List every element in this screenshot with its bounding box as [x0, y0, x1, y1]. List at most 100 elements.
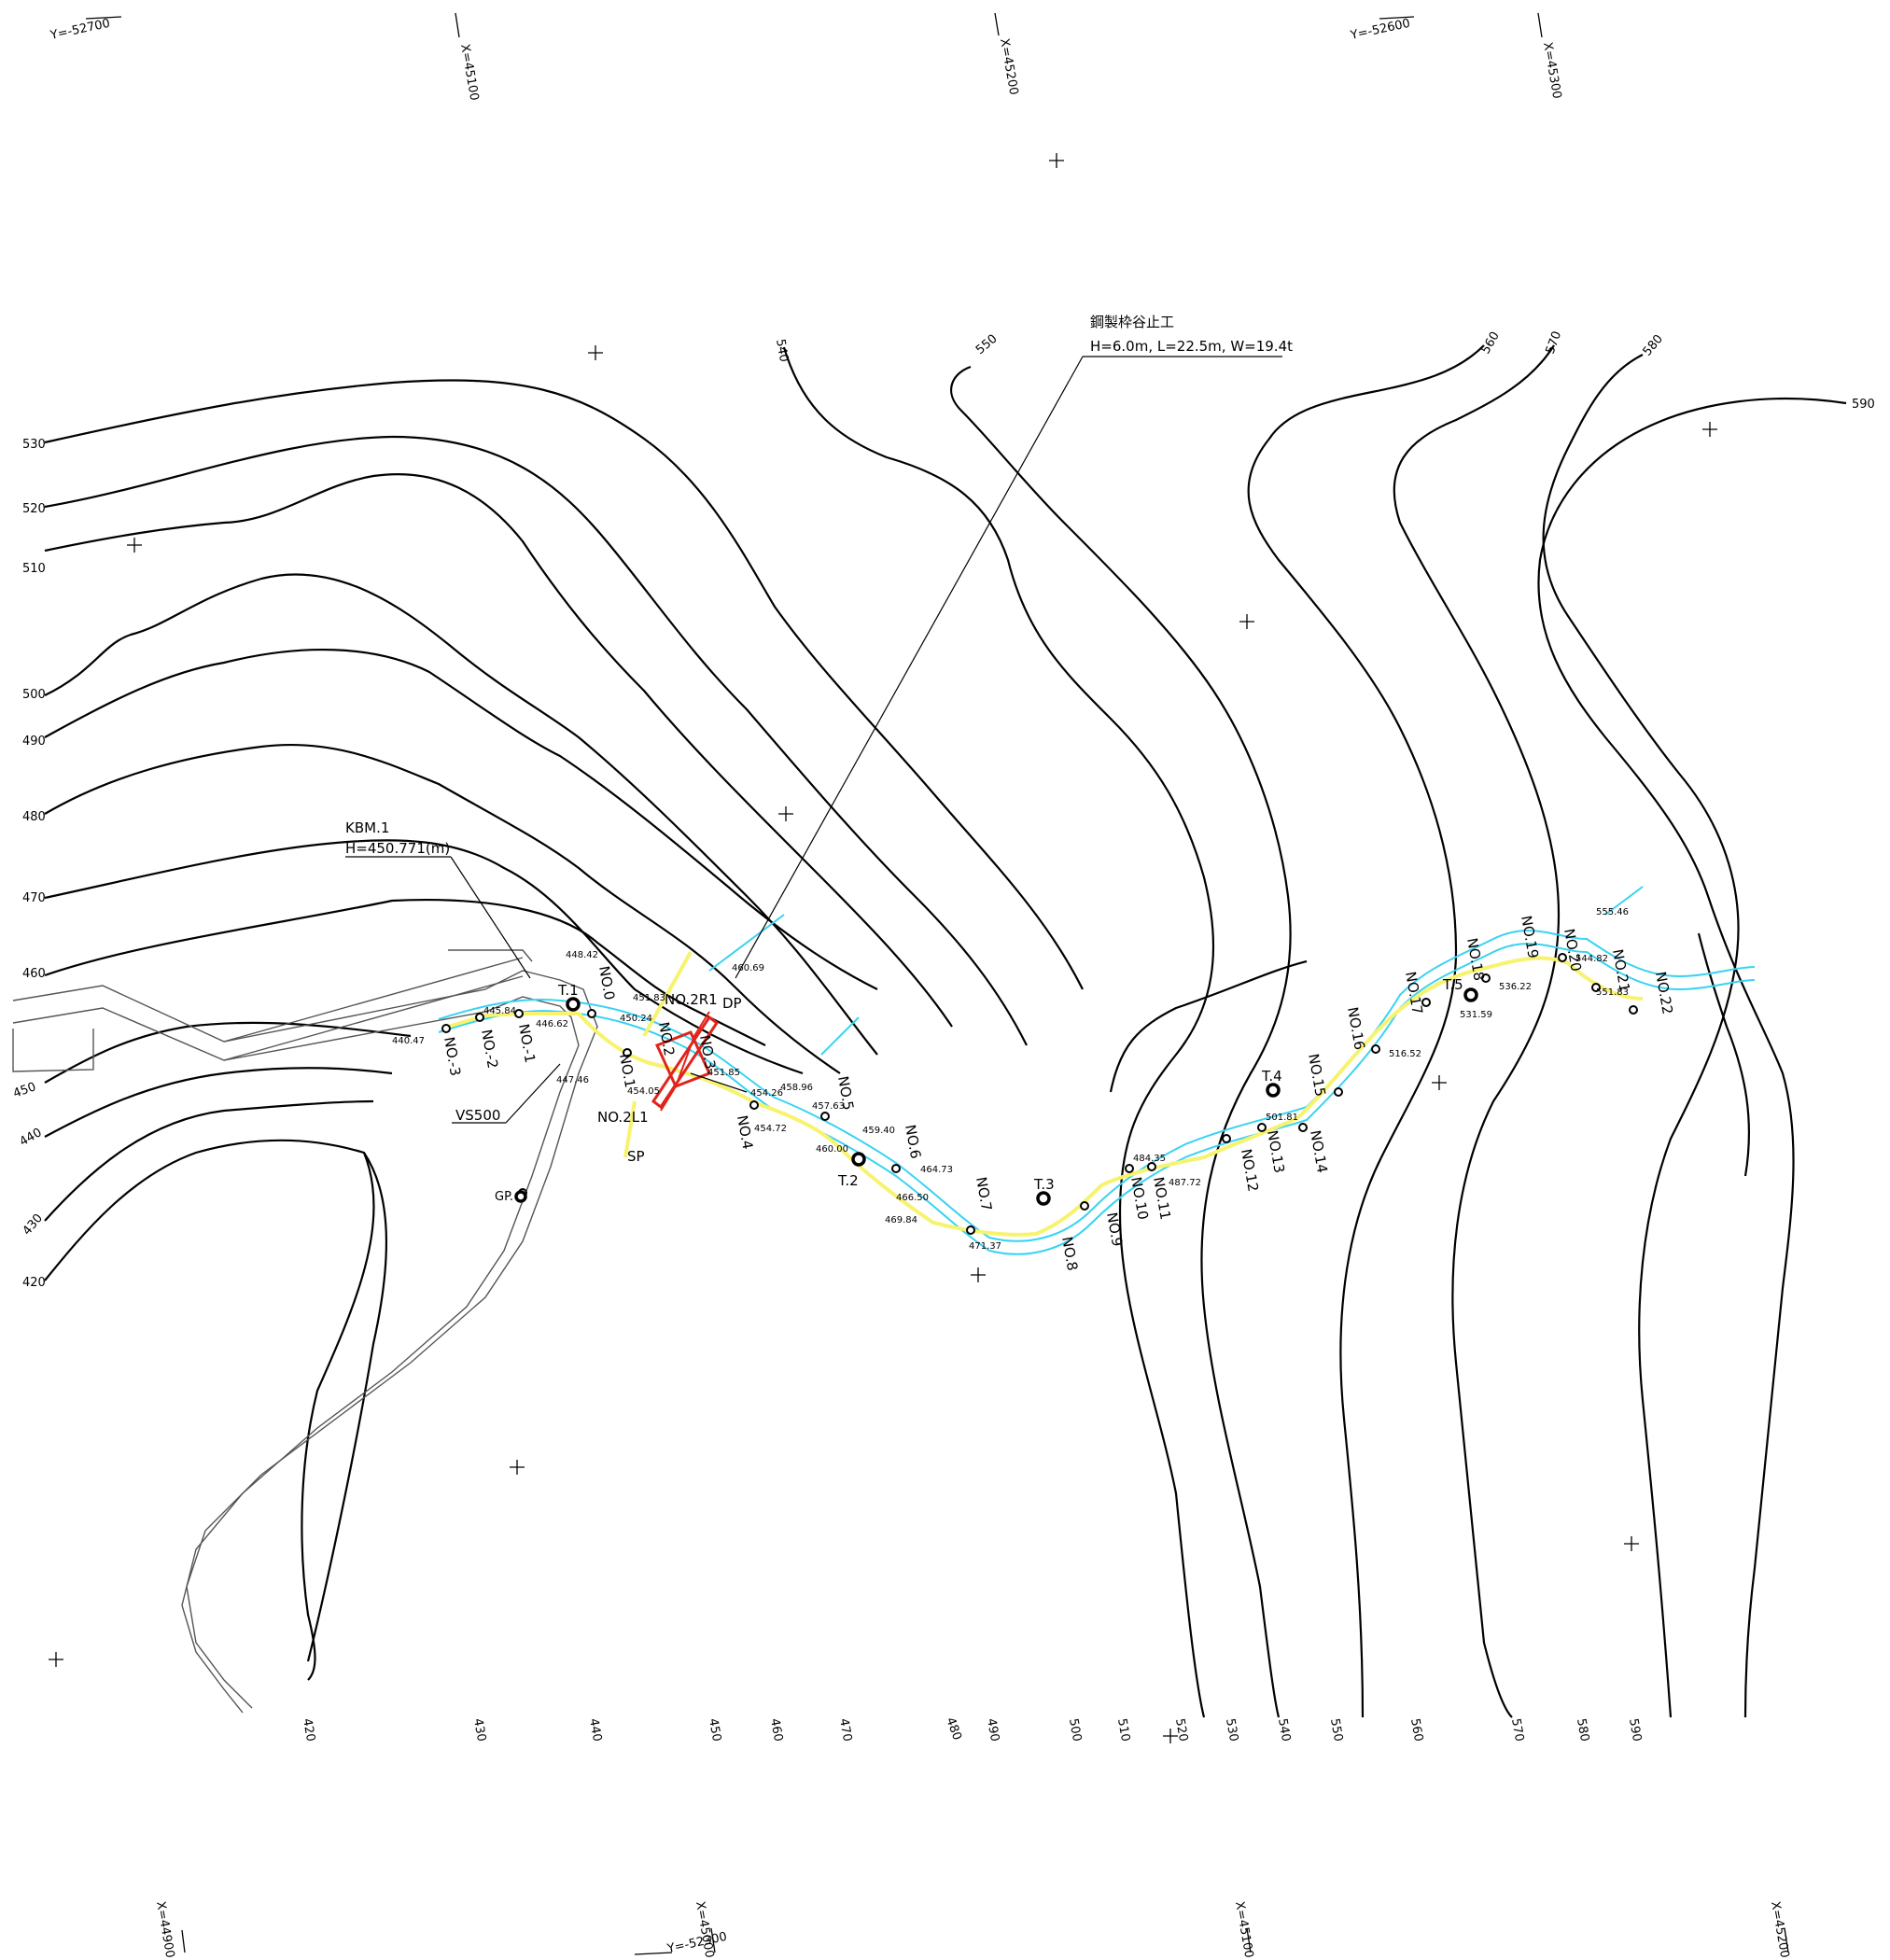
contour-label: 510: [1114, 1717, 1132, 1743]
elevation-label: 446.62: [536, 1019, 568, 1029]
elevation-label: 469.84: [885, 1215, 917, 1225]
contour-label: 510: [22, 562, 46, 576]
contour-label: 540: [773, 338, 791, 363]
gp-label: GP.: [495, 1190, 513, 1204]
contour-label: 490: [984, 1717, 1001, 1743]
contour-label: 560: [1407, 1717, 1425, 1743]
station-label: NO.20: [1561, 928, 1585, 973]
grid-label: X=44900: [153, 1900, 176, 1959]
benchmark-annotation: KBM.1 H=450.771(m): [345, 819, 450, 857]
station-label: NO.6: [902, 1124, 924, 1160]
elevation-label: 501.81: [1266, 1113, 1298, 1123]
traverse-label: T.1: [557, 982, 579, 999]
station-label: NO.16: [1344, 1006, 1368, 1052]
contour-labels-top: 540 550 560 570 580 590: [773, 329, 1875, 412]
elevation-label: 454.05: [627, 1086, 660, 1097]
station-label: NO.21: [1609, 948, 1633, 994]
elevation-labels: 440.47 445.84 446.62 448.42 447.46 451.8…: [392, 907, 1629, 1252]
contour-label: 470: [836, 1717, 854, 1743]
dam-spec: H=6.0m, L=22.5m, W=19.4t: [1090, 338, 1293, 355]
traverse-label: T.4: [1261, 1068, 1282, 1085]
station-label: DP: [722, 995, 742, 1012]
station-label: NO.15: [1305, 1053, 1329, 1099]
contour-label: 590: [1852, 398, 1875, 412]
contour-label: 530: [22, 438, 46, 452]
contour-label: 550: [1327, 1717, 1345, 1743]
grid-label: Y=-52600: [1349, 17, 1412, 43]
station-label: NO.-3: [441, 1036, 464, 1078]
contour-label: 420: [22, 1276, 46, 1290]
contour-label: 500: [22, 688, 46, 702]
elevation-label: 531.59: [1460, 1010, 1492, 1020]
dam-annotation: 鋼製枠谷止工 H=6.0m, L=22.5m, W=19.4t: [1090, 314, 1293, 355]
contour-label: 490: [22, 735, 46, 749]
traverse-label: T.3: [1033, 1176, 1055, 1193]
elevation-label: 536.22: [1499, 982, 1532, 992]
station-label: NO.13: [1264, 1129, 1288, 1175]
contour-label: 430: [470, 1717, 488, 1743]
vs-label: VS500: [455, 1107, 500, 1124]
leader-lines: [345, 356, 1282, 1124]
elevation-label: 450.24: [620, 1014, 652, 1024]
contour-label: 460: [767, 1717, 785, 1743]
elevation-label: 460.00: [816, 1144, 848, 1155]
station-label: NO.12: [1238, 1148, 1262, 1194]
elevation-label: 551.83: [1596, 987, 1629, 998]
elevation-label: 459.40: [862, 1126, 895, 1136]
contour-label: 470: [22, 891, 46, 905]
contour-labels-bottom: 420 430 440 450 460 470 480 490 500 510 …: [300, 1715, 1644, 1743]
station-label: NO.2R1: [665, 991, 718, 1008]
contour-label: 460: [22, 967, 46, 981]
elevation-label: 445.84: [483, 1006, 516, 1016]
contour-label: 440: [586, 1717, 604, 1743]
access-road: [12, 949, 598, 1714]
contour-label: 570: [1544, 329, 1565, 356]
station-label: NO.10: [1127, 1176, 1152, 1222]
benchmark-height: H=450.771(m): [345, 840, 450, 857]
contour-label: 450: [11, 1080, 37, 1101]
grid-label: X=45100: [1232, 1900, 1255, 1959]
contour-label: 450: [706, 1717, 723, 1743]
elevation-label: 544.82: [1575, 954, 1608, 964]
traverse-labels: T.1 T.2 T.3 T.4 T.5: [557, 976, 1463, 1193]
contour-label: 430: [21, 1211, 46, 1239]
station-label: SP: [627, 1148, 645, 1165]
grid-label: X=45100: [457, 43, 481, 102]
contour-label: 580: [1641, 332, 1666, 359]
station-label: NO.3: [696, 1034, 719, 1071]
contour-label: 440: [18, 1126, 45, 1149]
grid-crosses: [49, 153, 1717, 1743]
elevation-label: 471.37: [969, 1241, 1001, 1252]
station-label: NO.7: [973, 1176, 995, 1212]
elevation-label: 454.26: [750, 1088, 783, 1099]
station-label: NO.9: [1103, 1211, 1126, 1248]
elevation-label: 487.72: [1169, 1178, 1201, 1188]
elevation-label: 516.52: [1389, 1049, 1421, 1059]
contour-label: 540: [1275, 1717, 1293, 1743]
contour-label: 500: [1066, 1717, 1084, 1743]
elevation-label: 448.42: [566, 950, 598, 960]
contour-label: 420: [300, 1717, 317, 1743]
contour-label: 530: [1223, 1717, 1240, 1743]
station-label: NO.8: [1058, 1236, 1081, 1272]
station-label: NO.-2: [478, 1029, 501, 1071]
contour-label: 480: [943, 1715, 964, 1742]
contour-label: 520: [1172, 1717, 1190, 1743]
contour-label: 560: [1478, 329, 1502, 357]
station-label: NO.14: [1307, 1129, 1331, 1175]
station-label: NO.22: [1652, 971, 1676, 1016]
elevation-label: 451.83: [633, 993, 665, 1003]
survey-centerline: [447, 951, 1644, 1237]
contour-label: 570: [1508, 1717, 1526, 1743]
grid-label: Y=-52700: [49, 17, 112, 43]
contour-label: 550: [973, 332, 1001, 357]
grid-label: X=45200: [1768, 1900, 1791, 1959]
elevation-label: 457.63: [812, 1101, 845, 1112]
elevation-label: 466.50: [896, 1193, 929, 1203]
grid-label: X=45200: [997, 37, 1020, 96]
elevation-label: 464.73: [920, 1165, 953, 1175]
traverse-label: T.2: [837, 1172, 859, 1189]
elevation-label: 555.46: [1596, 907, 1629, 917]
elevation-label: 451.85: [707, 1068, 740, 1078]
